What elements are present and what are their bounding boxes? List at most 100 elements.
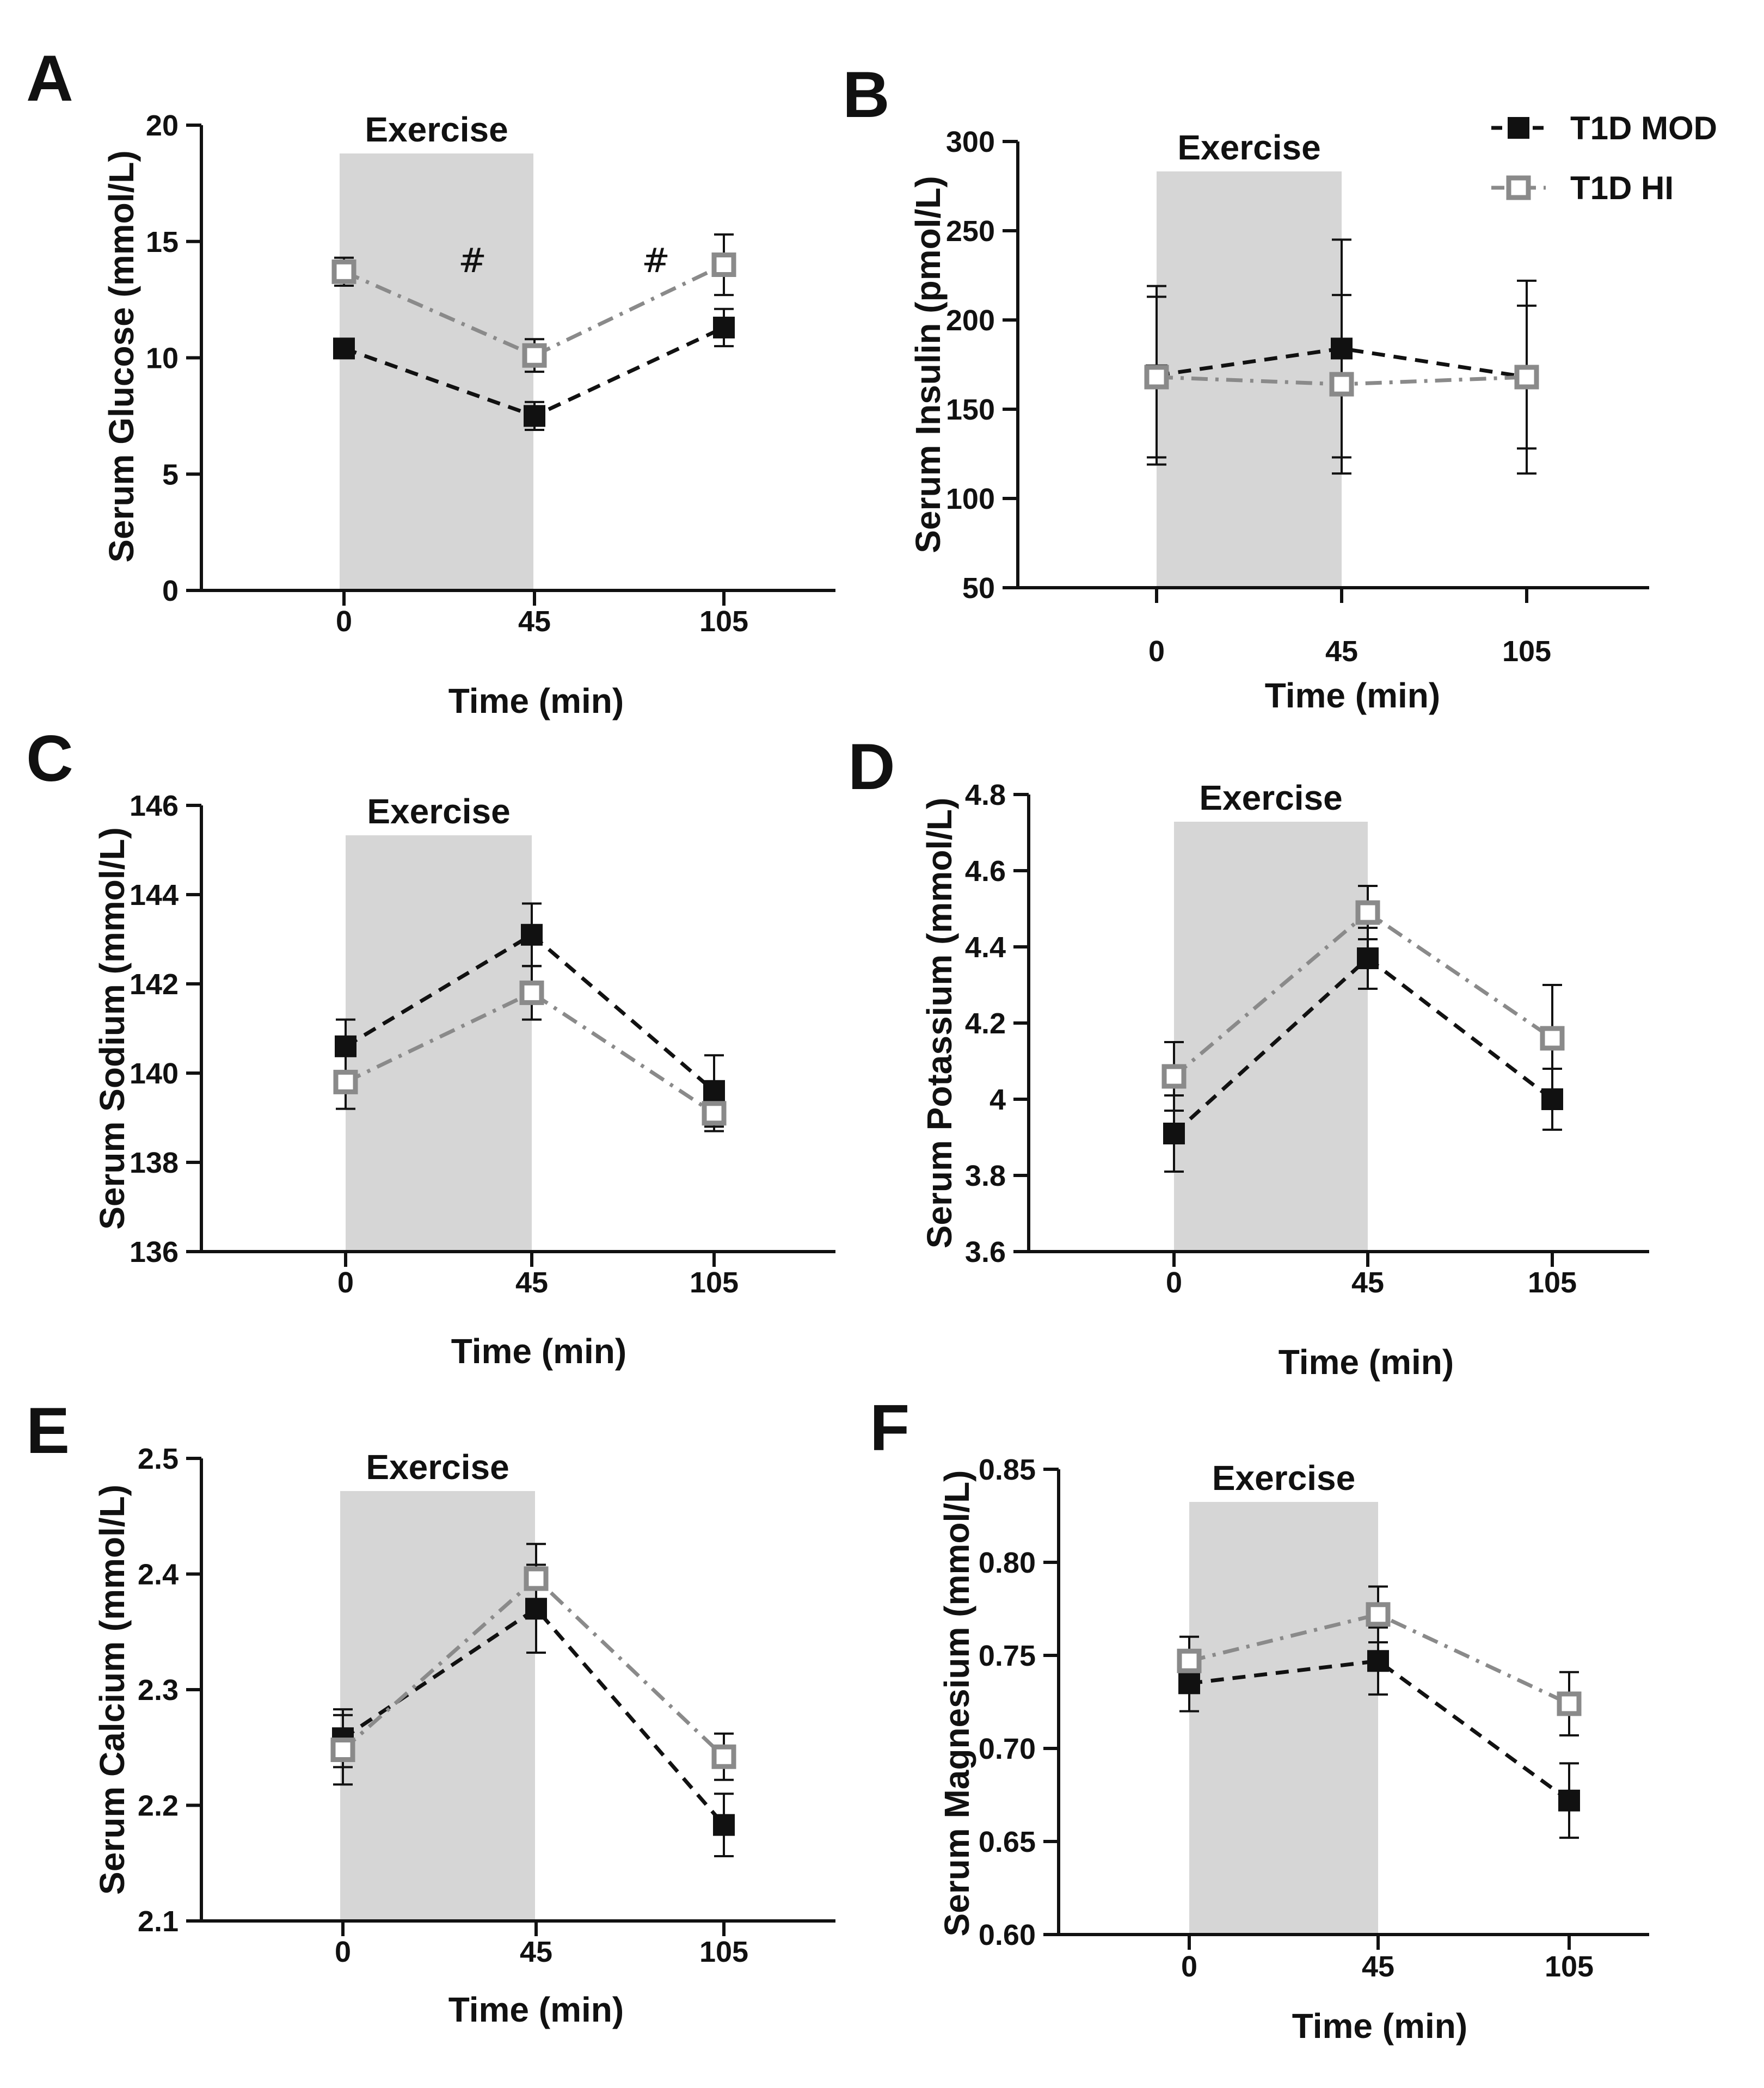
legend-marker-mod xyxy=(1508,117,1529,139)
x-tick-label: 105 xyxy=(699,1936,748,1968)
significance-marker: # xyxy=(642,241,670,280)
y-tick-label: 300 xyxy=(946,126,995,158)
legend: T1D MOD T1D HI xyxy=(1491,110,1717,206)
y-axis-title: Serum Sodium (mmol/L) xyxy=(93,827,132,1230)
panel-letter: F xyxy=(870,1391,909,1464)
panel-E: Exercise E 2.1 2.2 2.3 2.4 2.5 0 45 105 Time (min)… xyxy=(26,1394,835,2029)
y-tick-label: 0.60 xyxy=(979,1919,1036,1951)
data-point-hi xyxy=(711,1744,736,1769)
y-tick-label: 150 xyxy=(946,393,995,426)
y-tick-label: 2.5 xyxy=(138,1443,179,1475)
y-tick-label: 10 xyxy=(146,342,179,375)
exercise-band xyxy=(1189,1502,1378,1935)
data-point-hi xyxy=(1329,372,1354,397)
x-tick-label: 45 xyxy=(1362,1950,1394,1983)
y-tick-label: 4.4 xyxy=(965,931,1006,964)
y-axis-title: Serum Calcium (mmol/L) xyxy=(93,1485,132,1895)
data-point-hi xyxy=(519,980,544,1005)
x-axis-title: Time (min) xyxy=(451,1332,626,1371)
series-line-mod xyxy=(345,932,716,1093)
data-point-mod xyxy=(335,1035,357,1057)
significance-marker: # xyxy=(458,241,487,280)
exercise-label: Exercise xyxy=(366,1448,509,1487)
panel-letter: A xyxy=(26,42,73,115)
data-point-hi xyxy=(1514,365,1539,390)
exercise-label: Exercise xyxy=(365,110,508,149)
x-tick-label: 0 xyxy=(1181,1950,1197,1983)
data-point-hi xyxy=(702,1101,727,1126)
y-tick-label: 250 xyxy=(946,215,995,248)
x-tick-label: 45 xyxy=(1325,635,1358,668)
y-axis-title: Serum Insulin (pmol/L) xyxy=(908,176,948,553)
data-point-hi xyxy=(1144,365,1169,390)
data-point-hi xyxy=(711,252,736,277)
x-axis-title: Time (min) xyxy=(1279,1342,1454,1382)
exercise-label: Exercise xyxy=(1199,778,1342,817)
x-tick-label: 105 xyxy=(1528,1266,1577,1299)
y-axis-title: Serum Glucose (mmol/L) xyxy=(102,150,141,562)
exercise-band xyxy=(340,153,533,590)
y-tick-label: 15 xyxy=(146,226,179,258)
panel-B: Exercise B 50 100 150 200 250 300 0 45 105 Time (mi… xyxy=(843,58,1649,715)
x-tick-label: 45 xyxy=(518,605,551,638)
data-point-hi xyxy=(330,1738,355,1762)
data-point-mod xyxy=(521,923,543,946)
y-tick-label: 50 xyxy=(962,572,995,605)
panel-letter: B xyxy=(843,58,890,131)
data-point-mod xyxy=(1367,1650,1389,1672)
y-tick-label: 138 xyxy=(130,1147,179,1179)
y-tick-label: 3.8 xyxy=(965,1160,1006,1192)
data-point-mod xyxy=(1558,1789,1580,1812)
y-tick-label: 0.65 xyxy=(979,1826,1036,1858)
y-tick-label: 0.85 xyxy=(979,1453,1036,1486)
x-tick-label: 0 xyxy=(336,605,352,638)
panel-A: Exercise A 0 5 10 15 20 0 45 105 Time (min) Serum G… xyxy=(26,42,835,720)
y-tick-label: 142 xyxy=(130,968,179,1001)
exercise-label: Exercise xyxy=(1212,1458,1355,1498)
panel-D: Exercise D 3.6 3.8 4 4.2 4.4 4.6 4.8 0 45 105 Time (… xyxy=(848,730,1649,1382)
x-tick-label: 105 xyxy=(1502,635,1551,668)
x-tick-label: 45 xyxy=(515,1266,548,1299)
y-axis-title: Serum Magnesium (mmol/L) xyxy=(937,1470,976,1937)
series-line-hi xyxy=(345,990,715,1115)
data-point-hi xyxy=(331,259,357,284)
data-point-mod xyxy=(333,337,355,360)
data-point-hi xyxy=(522,343,547,368)
panel-letter: C xyxy=(26,722,73,795)
y-tick-label: 2.3 xyxy=(138,1674,179,1707)
data-point-hi xyxy=(1366,1602,1391,1627)
x-tick-label: 45 xyxy=(520,1936,552,1968)
y-tick-label: 0 xyxy=(162,575,179,607)
exercise-band xyxy=(340,1491,535,1921)
legend-label: T1D HI xyxy=(1570,170,1674,206)
data-point-mod xyxy=(713,1814,735,1836)
x-tick-label: 45 xyxy=(1351,1266,1384,1299)
data-point-mod xyxy=(1163,1123,1185,1144)
data-point-hi xyxy=(1177,1648,1202,1673)
y-tick-label: 146 xyxy=(130,790,179,822)
y-tick-label: 20 xyxy=(146,109,179,142)
exercise-band xyxy=(346,835,532,1252)
exercise-band xyxy=(1157,171,1342,588)
x-tick-label: 0 xyxy=(337,1266,354,1299)
y-tick-label: 136 xyxy=(130,1236,179,1268)
panel-letter: D xyxy=(848,730,895,803)
exercise-label: Exercise xyxy=(1177,128,1320,167)
x-axis-title: Time (min) xyxy=(448,681,624,720)
y-axis-title: Serum Potassium (mmol/L) xyxy=(920,798,959,1249)
x-axis-title: Time (min) xyxy=(1292,2006,1467,2046)
exercise-label: Exercise xyxy=(367,792,510,831)
exercise-band xyxy=(1174,822,1368,1252)
y-tick-label: 0.75 xyxy=(979,1640,1036,1672)
legend-label: T1D MOD xyxy=(1570,110,1717,146)
data-point-hi xyxy=(1161,1064,1187,1089)
y-tick-label: 2.1 xyxy=(138,1905,179,1938)
y-tick-label: 4.2 xyxy=(965,1007,1006,1040)
x-tick-label: 0 xyxy=(335,1936,351,1968)
data-point-hi xyxy=(1557,1691,1582,1716)
x-tick-label: 105 xyxy=(690,1266,739,1299)
x-axis-title: Time (min) xyxy=(448,1990,624,2029)
y-tick-label: 4 xyxy=(989,1083,1006,1116)
y-tick-label: 2.4 xyxy=(138,1559,179,1591)
